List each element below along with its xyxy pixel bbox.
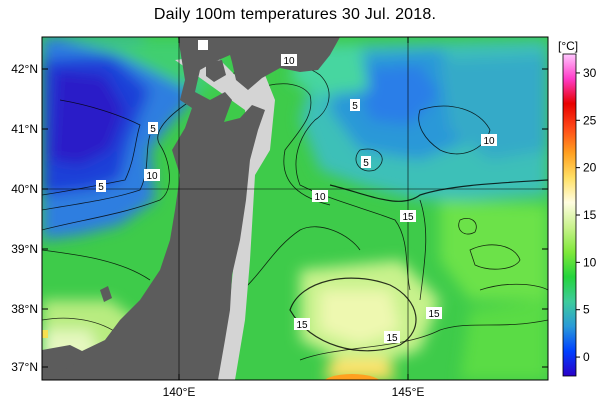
contour-label: 15 <box>426 307 442 320</box>
contour-label: 5 <box>361 156 371 169</box>
contour-label: 10 <box>481 134 497 147</box>
contour-label: 5 <box>148 122 158 135</box>
contour-label: 15 <box>400 210 416 223</box>
svg-text:10: 10 <box>283 56 295 67</box>
svg-text:10: 10 <box>314 192 326 203</box>
contour-label: 10 <box>281 54 297 67</box>
svg-text:5: 5 <box>352 101 358 112</box>
lon-label: 145°E <box>392 385 425 399</box>
svg-text:5: 5 <box>363 158 369 169</box>
svg-text:10: 10 <box>483 136 495 147</box>
latitude-axis: 42°N 41°N 40°N 39°N 38°N 37°N <box>11 62 548 374</box>
svg-text:15: 15 <box>296 320 308 331</box>
colorbar-tick-label: 15 <box>583 208 597 222</box>
contour-lines <box>42 63 548 366</box>
colorbar-tick-label: 5 <box>583 303 590 317</box>
colorbar-ticks: 30 25 20 15 10 5 0 <box>576 66 597 364</box>
lon-label: 140°E <box>163 385 196 399</box>
lat-label: 41°N <box>11 122 38 136</box>
contour-label: 15 <box>294 318 310 331</box>
contour-label: 10 <box>312 190 328 203</box>
svg-text:5: 5 <box>150 124 156 135</box>
colorbar: [°C] 30 25 20 15 10 5 0 <box>558 39 597 377</box>
colorbar-tick-label: 0 <box>583 350 590 364</box>
colorbar-bar <box>562 53 577 377</box>
svg-text:15: 15 <box>402 212 414 223</box>
colorbar-tick-label: 25 <box>583 113 597 127</box>
svg-text:10: 10 <box>146 171 158 182</box>
svg-text:15: 15 <box>386 333 398 344</box>
lat-label: 42°N <box>11 62 38 76</box>
contour-label: 10 <box>144 169 160 182</box>
contour-label: 5 <box>96 180 106 193</box>
lat-label: 37°N <box>11 360 38 374</box>
colorbar-tick-label: 30 <box>583 66 597 80</box>
lat-label: 39°N <box>11 242 38 256</box>
graticule <box>42 37 548 380</box>
svg-text:15: 15 <box>428 309 440 320</box>
colorbar-tick-label: 20 <box>583 161 597 175</box>
land-honshu <box>42 37 265 380</box>
map-frame <box>41 36 549 381</box>
colorbar-tick-label: 10 <box>583 255 597 269</box>
svg-text:5: 5 <box>98 182 104 193</box>
map-title: Daily 100m temperatures 30 Jul. 2018. <box>153 6 437 23</box>
longitude-axis: 140°E 145°E <box>163 37 425 399</box>
colorbar-unit: [°C] <box>558 39 578 53</box>
contour-label-layer: 10 5 5 5 5 10 10 10 15 15 15 15 <box>96 54 497 344</box>
land-sado <box>100 286 112 302</box>
map-field <box>42 37 548 380</box>
lat-label: 38°N <box>11 302 38 316</box>
contour-label: 15 <box>384 331 400 344</box>
lat-label: 40°N <box>11 182 38 196</box>
contour-label: 5 <box>350 99 360 112</box>
